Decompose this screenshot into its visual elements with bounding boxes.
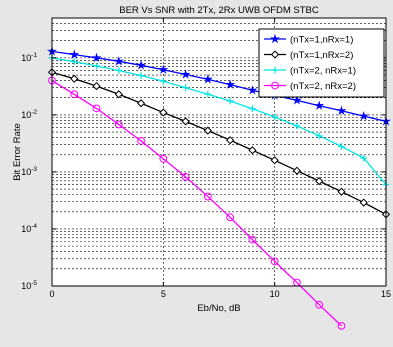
legend-label: (nTx=1,nRx=2) [290,50,353,61]
series-line [51,50,387,123]
data-point [114,90,123,99]
data-point [91,52,102,63]
data-point [292,166,302,175]
data-point [136,60,147,70]
legend-label: (nTx=2, nRx=1) [290,66,356,77]
legend: (nTx=1,nRx=1) (nTx=1,nRx=2) (nTx=2, nRx=1)… [258,28,385,98]
data-point [270,156,279,165]
legend-marker [271,81,279,90]
data-point [291,95,302,105]
data-point [158,64,169,74]
series-line [51,80,342,327]
legend-item: (nTx=2, nRx=1) [264,66,356,77]
curves [47,46,391,330]
data-point [137,137,145,145]
data-point [203,192,212,201]
legend-label: (nTx=2, nRx=2) [290,81,356,92]
data-point [137,72,145,79]
data-point [337,321,346,330]
data-point [113,56,124,66]
data-point [93,62,100,70]
data-point [359,198,368,207]
data-point [314,100,325,110]
y-ticks: 10-1 10-2 10-3 10-4 10-5 [21,52,386,291]
legend-item: (nTx=1,nRx=1) [264,33,353,46]
y-tick-label: 10-1 [21,52,37,63]
data-point [248,146,257,155]
y-tick-label: 10-3 [21,166,37,177]
data-point [358,110,369,121]
legend-item: (nTx=1,nRx=2) [264,50,353,61]
data-point [338,143,345,150]
data-point [92,104,101,113]
y-axis-label: Bit Error Rate [12,123,23,181]
data-point [248,235,257,244]
data-point [136,99,146,108]
data-point [225,79,236,89]
data-point [181,172,190,181]
data-point [159,77,167,85]
series-line [51,71,387,215]
legend-marker [270,33,280,44]
chart-title: BER Vs SNR with 2Tx, 2Rx UWB OFDM STBC [119,5,319,16]
data-point [115,67,123,74]
data-point [203,126,212,135]
data-point [249,105,256,113]
data-point [315,177,324,186]
data-point [315,300,324,309]
legend-item: (nTx=2, nRx=2) [264,81,356,92]
data-point [337,187,346,196]
y-tick-label: 10-4 [21,223,37,234]
data-point [159,154,168,163]
data-point [114,120,123,129]
data-point [271,113,279,121]
series-line [51,57,387,186]
data-point [247,85,258,95]
plot-border [51,17,387,287]
series-3 [48,54,390,188]
x-tick-label: 15 [381,289,391,299]
data-point [293,122,301,130]
data-point [180,69,191,79]
data-point [202,74,213,84]
data-point [70,90,79,99]
legend-label: (nTx=1,nRx=1) [290,35,353,46]
legend-marker [270,50,280,59]
data-point [226,213,235,222]
series-1 [47,46,391,126]
x-tick-label: 5 [161,289,166,299]
y-tick-label: 10-5 [21,280,37,291]
data-point [159,108,168,117]
x-ticks: 0 5 10 15 [49,18,391,299]
series-2 [47,68,391,219]
x-axis-label: Eb/No, dB [197,303,240,314]
data-point [181,117,190,126]
data-point [226,97,234,105]
data-point [70,74,79,83]
data-point [70,58,78,66]
data-point [182,84,189,92]
x-tick-label: 0 [49,289,54,299]
data-point [336,105,347,116]
y-tick-label: 10-2 [21,109,37,120]
legend-marker [271,66,279,74]
data-point [360,154,368,162]
data-point [270,257,279,266]
data-point [92,81,101,91]
data-point [226,136,235,145]
data-point [315,132,323,140]
data-point [69,49,80,59]
x-tick-label: 10 [270,289,280,299]
data-point [204,90,212,98]
